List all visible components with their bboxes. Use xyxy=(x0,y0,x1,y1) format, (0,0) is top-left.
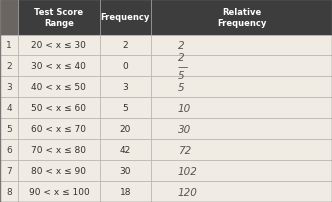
Bar xyxy=(151,140,332,160)
Bar xyxy=(100,119,151,140)
Bar xyxy=(151,181,332,202)
Bar xyxy=(18,77,100,98)
Text: 30 < x ≤ 40: 30 < x ≤ 40 xyxy=(32,62,86,71)
Text: 30: 30 xyxy=(178,124,191,134)
Text: 5: 5 xyxy=(6,125,12,134)
Text: 1: 1 xyxy=(6,41,12,50)
Bar xyxy=(151,98,332,119)
Text: 50 < x ≤ 60: 50 < x ≤ 60 xyxy=(32,104,86,113)
Text: 20 < x ≤ 30: 20 < x ≤ 30 xyxy=(32,41,86,50)
Bar xyxy=(18,98,100,119)
Text: 3: 3 xyxy=(6,83,12,92)
Text: 5: 5 xyxy=(178,82,184,92)
Bar xyxy=(151,77,332,98)
Text: 90 < x ≤ 100: 90 < x ≤ 100 xyxy=(29,187,89,196)
Bar xyxy=(100,77,151,98)
Bar xyxy=(18,140,100,160)
Bar xyxy=(100,0,151,35)
Text: 20: 20 xyxy=(120,125,131,134)
Bar xyxy=(151,35,332,56)
Bar xyxy=(100,35,151,56)
Text: 4: 4 xyxy=(6,104,12,113)
Bar xyxy=(0,35,18,56)
Text: Test Score
Range: Test Score Range xyxy=(35,8,83,28)
Text: 2: 2 xyxy=(6,62,12,71)
Text: 2
—
5: 2 — 5 xyxy=(178,53,188,81)
Bar xyxy=(18,56,100,77)
Text: Frequency: Frequency xyxy=(101,13,150,22)
Text: 8: 8 xyxy=(6,187,12,196)
Text: 5: 5 xyxy=(123,104,128,113)
Text: 102: 102 xyxy=(178,166,198,176)
Bar xyxy=(0,77,18,98)
Bar xyxy=(100,98,151,119)
Bar xyxy=(151,119,332,140)
Text: 40 < x ≤ 50: 40 < x ≤ 50 xyxy=(32,83,86,92)
Bar xyxy=(100,181,151,202)
Text: 80 < x ≤ 90: 80 < x ≤ 90 xyxy=(32,166,86,175)
Text: 60 < x ≤ 70: 60 < x ≤ 70 xyxy=(32,125,86,134)
Bar xyxy=(0,56,18,77)
Text: 2: 2 xyxy=(123,41,128,50)
Bar xyxy=(151,160,332,181)
Bar xyxy=(151,56,332,77)
Bar xyxy=(18,119,100,140)
Text: 120: 120 xyxy=(178,187,198,197)
Text: 18: 18 xyxy=(120,187,131,196)
Bar xyxy=(0,160,18,181)
Bar xyxy=(100,160,151,181)
Text: Relative
Frequency: Relative Frequency xyxy=(217,8,266,28)
Bar xyxy=(151,0,332,35)
Text: 72: 72 xyxy=(178,145,191,155)
Bar xyxy=(18,35,100,56)
Bar xyxy=(0,98,18,119)
Text: 0: 0 xyxy=(123,62,128,71)
Text: 7: 7 xyxy=(6,166,12,175)
Bar xyxy=(18,0,100,35)
Text: 3: 3 xyxy=(123,83,128,92)
Text: 70 < x ≤ 80: 70 < x ≤ 80 xyxy=(32,145,86,154)
Bar xyxy=(0,181,18,202)
Bar xyxy=(0,119,18,140)
Text: 30: 30 xyxy=(120,166,131,175)
Text: 42: 42 xyxy=(120,145,131,154)
Bar xyxy=(18,181,100,202)
Bar xyxy=(100,140,151,160)
Bar xyxy=(18,160,100,181)
Text: 10: 10 xyxy=(178,103,191,113)
Bar xyxy=(100,56,151,77)
Bar xyxy=(0,140,18,160)
Text: 6: 6 xyxy=(6,145,12,154)
Text: 2: 2 xyxy=(178,41,184,51)
Bar xyxy=(0,0,18,35)
